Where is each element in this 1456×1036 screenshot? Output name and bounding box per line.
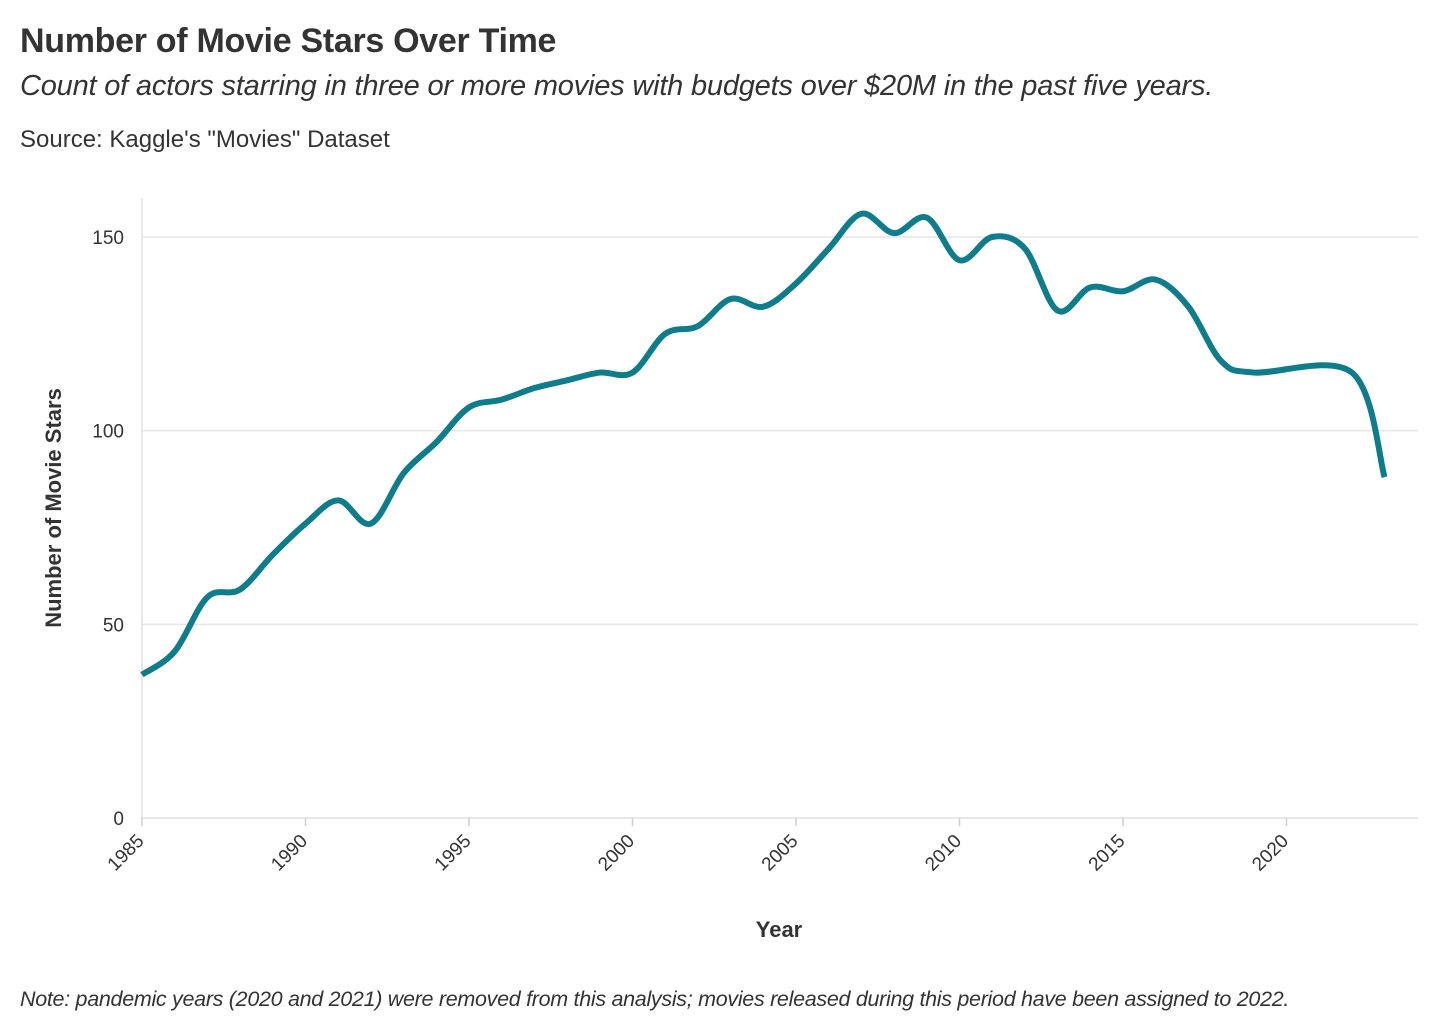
y-tick-label: 50 (103, 615, 124, 636)
chart-source: Source: Kaggle's "Movies" Dataset (20, 126, 390, 153)
series-layer (140, 210, 1388, 678)
x-axis-ticks: 1985 1990 1995 2000 2005 2010 2015 2020 (104, 818, 1293, 875)
x-tick-label: 1990 (267, 831, 312, 876)
chart-note: Note: pandemic years (2020 and 2021) wer… (20, 987, 1290, 1011)
axes (141, 198, 1418, 819)
y-axis-title: Number of Movie Stars (41, 388, 66, 628)
x-tick-label: 2010 (921, 831, 966, 876)
x-tick-label: 1985 (104, 831, 149, 876)
x-tick-label: 2015 (1085, 831, 1130, 876)
gridlines (142, 236, 1418, 626)
chart-subtitle: Count of actors starring in three or mor… (20, 70, 1214, 102)
x-tick-label: 2020 (1248, 831, 1293, 876)
y-tick-label: 0 (113, 809, 124, 830)
y-tick-label: 100 (92, 422, 124, 443)
x-axis-title: Year (756, 917, 803, 942)
y-tick-label: 150 (92, 228, 124, 249)
chart-title: Number of Movie Stars Over Time (20, 22, 557, 60)
y-axis-ticks: 0 50 100 150 (92, 228, 124, 830)
x-tick-label: 2005 (758, 831, 803, 876)
x-tick-label: 2000 (594, 831, 639, 876)
x-tick-label: 1995 (431, 831, 476, 876)
series-line-movie-stars (140, 210, 1388, 678)
line-chart: 0 50 100 150 1985 1990 1995 2000 2005 2010 2015 20… (41, 198, 1418, 942)
